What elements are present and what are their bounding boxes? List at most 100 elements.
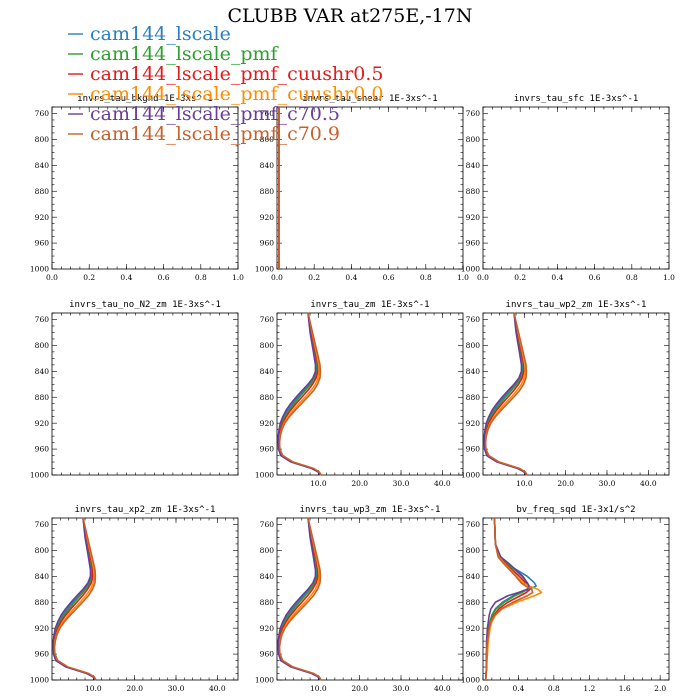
panel-title: bv_freq_sqd 1E-3x1/s^2: [516, 505, 635, 515]
plot-frame: [51, 312, 239, 476]
y-tick-label: 760: [35, 520, 50, 529]
panels: invrs_tau_bkgnd 1E-3xs^-1 760 800 840 880 920…: [30, 94, 675, 693]
y-tick-label: 800: [260, 135, 275, 144]
y-tick-label: 840: [35, 572, 50, 581]
y-tick-label: 1000: [30, 676, 49, 685]
series-line-cam144_lscale_pmf_c70.5: [483, 312, 527, 476]
y-tick-label: 960: [260, 445, 275, 454]
figure-title: CLUBB VAR at275E,-17N: [228, 5, 473, 27]
series-line-cam144_lscale_pmf_c70.5: [52, 517, 96, 681]
legend-item: cam144_lscale: [68, 23, 231, 45]
y-tick-label: 920: [260, 419, 275, 428]
y-tick-label: 920: [260, 624, 275, 633]
x-tick-label: 1.6: [619, 684, 631, 693]
x-tick-label: 0.0: [477, 273, 489, 282]
y-tick-label: 960: [466, 239, 481, 248]
x-tick-label: 40.0: [640, 479, 657, 488]
y-tick-label: 800: [35, 546, 50, 555]
x-tick-label: 0.2: [83, 273, 95, 282]
y-tick-label: 920: [466, 624, 481, 633]
y-tick-label: 840: [35, 161, 50, 170]
y-tick-label: 800: [260, 546, 275, 555]
y-tick-label: 960: [260, 239, 275, 248]
y-tick-label: 1000: [30, 265, 49, 274]
x-tick-label: 0.4: [345, 273, 357, 282]
panel-7: invrs_tau_xp2_zm 1E-3xs^-1 760 800 840 880 92…: [30, 505, 239, 693]
panel-title: invrs_tau_shear 1E-3xs^-1: [302, 94, 437, 104]
x-tick-label: 0.0: [46, 273, 58, 282]
x-tick-label: 0.6: [589, 273, 601, 282]
legend-label: cam144_lscale_pmf_cuushr0.0: [90, 83, 383, 105]
panel-title: invrs_tau_wp2_zm 1E-3xs^-1: [506, 300, 647, 310]
x-tick-label: 10.0: [310, 479, 327, 488]
x-tick-label: 0.8: [548, 684, 560, 693]
panel-title: invrs_tau_sfc 1E-3xs^-1: [514, 94, 639, 104]
x-tick-label: 10.0: [310, 684, 327, 693]
series-line-cam144_lscale_pmf_c70.9: [278, 312, 322, 476]
panel-8: invrs_tau_wp3_zm 1E-3xs^-1 760 800 840 880 92…: [255, 505, 464, 693]
x-tick-label: 20.0: [126, 684, 143, 693]
y-tick-label: 1000: [255, 471, 274, 480]
panel-title: invrs_tau_zm 1E-3xs^-1: [310, 300, 429, 310]
y-tick-label: 840: [466, 572, 481, 581]
y-tick-label: 1000: [461, 265, 480, 274]
legend-label: cam144_lscale_pmf_cuushr0.5: [90, 63, 383, 85]
panel-title: invrs_tau_wp3_zm 1E-3xs^-1: [300, 505, 441, 515]
plot-frame: [482, 517, 670, 681]
x-tick-label: 0.6: [158, 273, 170, 282]
y-tick-label: 920: [466, 419, 481, 428]
legend-item: cam144_lscale_pmf_c70.9: [68, 123, 340, 145]
x-tick-label: 1.0: [457, 273, 469, 282]
x-tick-label: 20.0: [351, 479, 368, 488]
y-tick-label: 1000: [461, 676, 480, 685]
x-tick-label: 40.0: [434, 479, 451, 488]
series-line-cam144_lscale_pmf_c70.9: [53, 517, 97, 681]
x-tick-label: 0.4: [551, 273, 563, 282]
y-tick-label: 880: [260, 187, 275, 196]
y-tick-label: 800: [260, 341, 275, 350]
y-tick-label: 840: [466, 367, 481, 376]
y-tick-label: 800: [466, 135, 481, 144]
y-tick-label: 1000: [255, 265, 274, 274]
x-tick-label: 0.6: [383, 273, 395, 282]
x-tick-label: 1.2: [583, 684, 595, 693]
y-tick-label: 880: [466, 393, 481, 402]
y-tick-label: 1000: [30, 471, 49, 480]
legend-item: cam144_lscale_pmf_cuushr0.0: [68, 83, 383, 105]
x-tick-label: 0.0: [477, 684, 489, 693]
x-tick-label: 40.0: [209, 684, 226, 693]
plot-frame: [51, 517, 239, 681]
y-tick-label: 760: [466, 520, 481, 529]
y-tick-label: 960: [466, 445, 481, 454]
series-line-cam144_lscale_pmf_c70.5: [484, 517, 530, 681]
y-tick-label: 760: [35, 315, 50, 324]
y-tick-label: 920: [35, 419, 50, 428]
legend-label: cam144_lscale_pmf_c70.9: [90, 123, 340, 145]
series-line-cam144_lscale_pmf_c70.9: [484, 517, 534, 681]
y-tick-label: 920: [260, 213, 275, 222]
legend: cam144_lscalecam144_lscale_pmfcam144_lsc…: [68, 23, 383, 145]
y-tick-label: 800: [35, 341, 50, 350]
y-tick-label: 840: [35, 367, 50, 376]
x-tick-label: 0.4: [512, 684, 524, 693]
y-tick-label: 960: [260, 650, 275, 659]
x-tick-label: 20.0: [557, 479, 574, 488]
series-line-cam144_lscale_pmf_c70.5: [277, 517, 321, 681]
panel-6: invrs_tau_wp2_zm 1E-3xs^-1 760 800 840 880 92…: [461, 300, 670, 488]
panel-4: invrs_tau_no_N2_zm 1E-3xs^-1 760 800 840 880…: [30, 300, 239, 480]
y-tick-label: 800: [466, 546, 481, 555]
legend-item: cam144_lscale_pmf_c70.5: [68, 103, 340, 125]
x-tick-label: 30.0: [599, 479, 616, 488]
x-tick-label: 0.0: [271, 273, 283, 282]
panel-2: invrs_tau_shear 1E-3xs^-1 760 800 840 880 920…: [255, 94, 469, 282]
x-tick-label: 1.0: [232, 273, 244, 282]
x-tick-label: 0.8: [626, 273, 638, 282]
x-tick-label: 30.0: [393, 479, 410, 488]
y-tick-label: 760: [35, 109, 50, 118]
y-tick-label: 880: [466, 598, 481, 607]
y-tick-label: 960: [35, 650, 50, 659]
legend-label: cam144_lscale: [90, 23, 231, 45]
panel-title: invrs_tau_xp2_zm 1E-3xs^-1: [75, 505, 216, 515]
panel-3: invrs_tau_sfc 1E-3xs^-1 760 800 840 880 920 96…: [461, 94, 675, 282]
